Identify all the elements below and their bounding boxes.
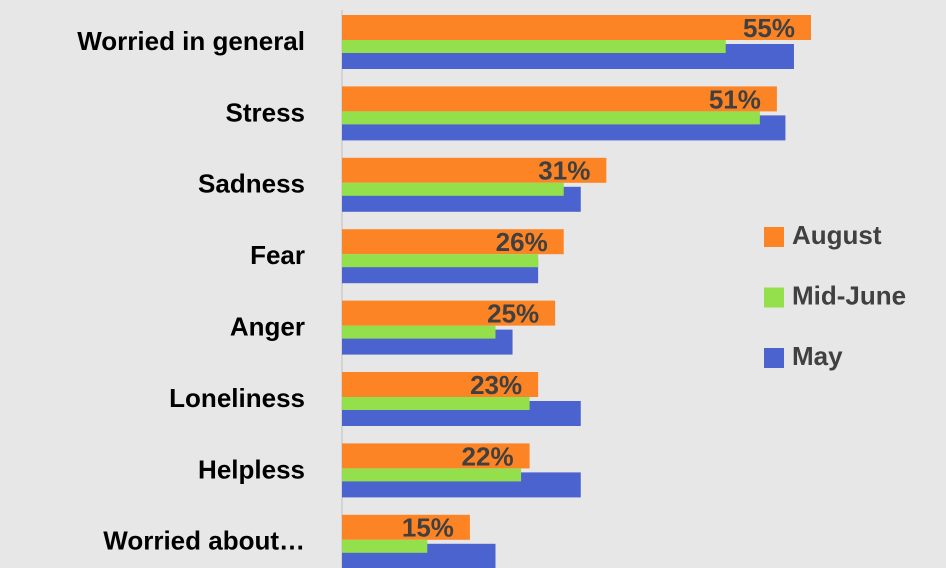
y-tick-label: Fear [250,240,305,270]
data-label: 51% [709,84,761,114]
bar [342,157,607,183]
bar [342,443,530,469]
bar [342,15,811,40]
data-label: 31% [538,156,590,186]
legend-swatch [764,227,784,247]
y-tick-label: Anger [230,311,305,341]
bar [342,111,760,125]
y-tick-label: Sadness [198,169,305,199]
y-tick-label: Worried about… [103,526,305,556]
y-tick-label: Loneliness [169,383,305,413]
legend-swatch [764,348,784,368]
bar [342,325,496,339]
bar [342,86,777,112]
y-tick-label: Helpless [198,454,305,484]
legend-label: August [792,220,882,250]
data-label: 22% [462,441,514,471]
data-label: 26% [496,227,548,257]
legend-label: May [792,341,843,371]
data-label: 55% [743,13,795,43]
data-label: 23% [470,370,522,400]
bar [342,468,522,482]
bar [342,372,539,397]
legend-swatch [764,287,784,308]
bar [342,300,556,326]
bar [342,229,564,255]
data-label: 25% [487,298,539,328]
bar [342,182,564,196]
data-label: 15% [402,513,454,543]
bar [342,539,428,553]
bar [342,254,539,268]
y-tick-label: Stress [226,97,306,127]
legend-label: Mid-June [792,280,906,310]
bar [342,397,530,410]
bar [342,40,726,53]
y-tick-label: Worried in general [77,26,305,56]
bar [342,514,470,540]
